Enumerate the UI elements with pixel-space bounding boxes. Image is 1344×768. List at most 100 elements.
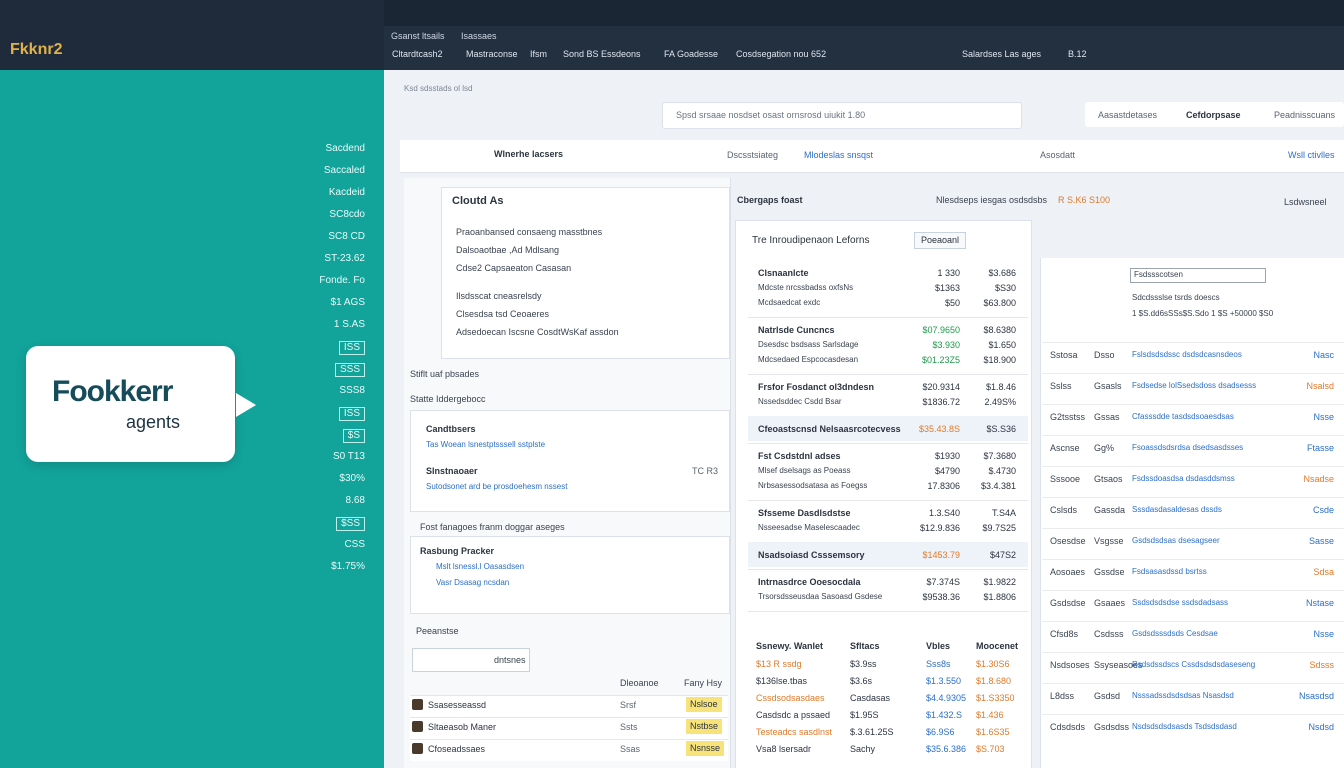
- table-title: Tre Inroudipenaon Leforns: [752, 235, 870, 246]
- right-link: Nasc: [1313, 350, 1334, 360]
- bottom-cell: $35.6.386: [926, 744, 967, 754]
- tab[interactable]: Aasastdetases: [1098, 110, 1158, 120]
- accordion-item[interactable]: Ilsdsscat cneasrelsdy: [456, 291, 542, 301]
- toolbar-right[interactable]: B.12: [1068, 49, 1087, 59]
- row-value: $1453.79: [922, 550, 960, 560]
- logo-title: Fookkerr: [52, 375, 173, 408]
- bottom-cell: $1.6S35: [976, 727, 1010, 737]
- bottom-cell: $136lse.tbas: [756, 676, 808, 686]
- agents-card: [410, 410, 730, 512]
- right-value: Gg%: [1094, 443, 1115, 453]
- toolbar-item[interactable]: Mastraconse: [466, 49, 518, 59]
- right-divider: [1042, 683, 1344, 684]
- table-button[interactable]: Poeaoanl: [914, 232, 967, 249]
- right-link: Sdsa: [1313, 567, 1334, 577]
- row-divider: [748, 569, 1028, 570]
- toolbar-item[interactable]: Cosdsegation nou 652: [736, 49, 827, 59]
- tab[interactable]: Peadnisscuans: [1274, 110, 1336, 120]
- right-label: Cdsdsds: [1050, 722, 1086, 732]
- right-divider: [1042, 497, 1344, 498]
- toolbar-item[interactable]: Ifsm: [530, 49, 547, 59]
- side-value: $30%: [339, 473, 365, 484]
- search-box: [662, 102, 1022, 129]
- right-divider: [1042, 342, 1344, 343]
- row-value: T.S4A: [991, 508, 1016, 518]
- accordion-item[interactable]: Praoanbansed consaeng masstbnes: [456, 227, 603, 237]
- row-value: $1.650: [988, 340, 1016, 350]
- row-value: $.4730: [988, 466, 1016, 476]
- task-item: Vasr Dsasag ncsdan: [436, 578, 510, 587]
- right-divider: [1042, 435, 1344, 436]
- right-link: Nsse: [1313, 412, 1334, 422]
- tab[interactable]: Cefdorpsase: [1186, 110, 1241, 120]
- right-label: Sssooe: [1050, 474, 1081, 484]
- agent-desc: Sutodsonet ard be prosdoehesm nssest: [426, 482, 568, 491]
- mini-cell: Sltaeasob Maner: [428, 722, 497, 732]
- toolbar-item[interactable]: Cltardtcash2: [392, 49, 443, 59]
- filter[interactable]: Fsdssscotsen: [1134, 270, 1183, 279]
- right-label: G2tsstss: [1050, 412, 1086, 422]
- accordion-item[interactable]: Clsesdsa tsd Ceoaeres: [456, 309, 550, 319]
- filter3: 1 $S.dd6sSSs$S.Sdo 1 $S +50000 $S0: [1132, 309, 1274, 318]
- task-name[interactable]: Rasbung Pracker: [420, 546, 495, 556]
- accordion-item[interactable]: Adsedoecan Iscsne CosdtWsKaf assdon: [456, 327, 619, 337]
- agent-name[interactable]: Slnstnaoaer: [426, 466, 478, 476]
- subheader-left[interactable]: Wlnerhe lacsers: [494, 149, 564, 159]
- side-value: SC8cdo: [329, 209, 365, 220]
- right-value: Gsaaes: [1094, 598, 1126, 608]
- menu-item[interactable]: Gsanst ltsails: [391, 31, 445, 41]
- row-divider: [748, 317, 1028, 318]
- side-value: SSS8: [339, 385, 365, 396]
- bottom-head: Vbles: [926, 641, 951, 651]
- right-link: Nsasdsd: [1298, 691, 1334, 701]
- filter2: Sdcdssslse tsrds doescs: [1132, 293, 1220, 302]
- right-value: Gassda: [1094, 505, 1126, 515]
- accordion-item[interactable]: Dalsoaotbae ,Ad Mdlsang: [456, 245, 560, 255]
- center-link[interactable]: Lsdwsneel: [1284, 197, 1327, 207]
- row-label: Frsfor Fosdanct ol3dndesn: [758, 382, 875, 392]
- logo-arrow: [236, 393, 256, 417]
- bottom-cell: $13 R ssdg: [756, 659, 802, 669]
- toolbar-right[interactable]: Salardses Las ages: [962, 49, 1042, 59]
- subheader-right: Wsll ctivlles: [1288, 150, 1335, 160]
- row-value: $12.9.836: [919, 523, 960, 533]
- search-text[interactable]: Spsd srsaae nosdset osast ornsrosd uiuki…: [676, 110, 866, 120]
- right-divider: [1042, 714, 1344, 715]
- side-value: $SS: [336, 517, 365, 531]
- side-value: ISS: [338, 341, 365, 355]
- side-value: CSS: [344, 539, 365, 550]
- right-desc: Nsssadssdsdsdsas Nsasdsd: [1132, 691, 1234, 700]
- row-value: $01.23Z5: [921, 355, 960, 365]
- bottom-head: Ssnewy. Wanlet: [756, 641, 824, 651]
- row-label: Mdcste nrcssbadss oxfsNs: [758, 283, 854, 292]
- row-value: 1 330: [937, 268, 960, 278]
- menu-item[interactable]: Isassaes: [461, 31, 497, 41]
- side-value: Kacdeid: [328, 187, 365, 198]
- row-divider: [748, 443, 1028, 444]
- right-link: Sdsss: [1309, 660, 1334, 670]
- filter-select: [1130, 268, 1266, 283]
- row-label: Nssedsddec Csdd Bsar: [758, 397, 842, 406]
- row-highlight: [748, 542, 1028, 567]
- row-value: $7.374S: [926, 577, 960, 587]
- row-value: $S.S36: [986, 424, 1016, 434]
- agent-name[interactable]: Candtbsers: [426, 424, 476, 434]
- mini-filter[interactable]: dntsnes: [494, 655, 526, 665]
- row-value: $1363: [934, 283, 960, 293]
- right-label: Aosoaes: [1050, 567, 1086, 577]
- row-value: $S30: [994, 283, 1016, 293]
- bottom-cell: $1.3.550: [926, 676, 962, 686]
- right-value: Dsso: [1094, 350, 1115, 360]
- row-label: Nrbsasessodsatasa as Foegss: [758, 481, 868, 490]
- bottom-cell: $1.S3350: [976, 693, 1015, 703]
- task-item: Mslt lsnessl.l Oasasdsen: [436, 562, 525, 571]
- row-divider: [748, 500, 1028, 501]
- row-value: $3.930: [932, 340, 960, 350]
- mini-icon: [412, 721, 423, 732]
- toolbar-item[interactable]: FA Goadesse: [664, 49, 719, 59]
- toolbar-item[interactable]: Sond BS Essdeons: [563, 49, 641, 59]
- right-divider: [1042, 404, 1344, 405]
- row-value: $3.686: [988, 268, 1016, 278]
- accordion-item[interactable]: Cdse2 Capsaeaton Casasan: [456, 263, 572, 273]
- row-value: $4790: [934, 466, 960, 476]
